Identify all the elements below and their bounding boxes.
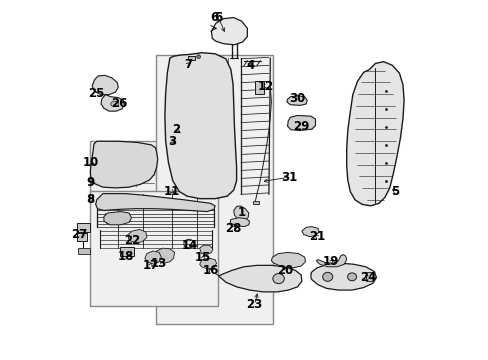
Polygon shape bbox=[301, 226, 319, 237]
Polygon shape bbox=[287, 116, 315, 131]
Text: 6: 6 bbox=[214, 12, 223, 24]
Polygon shape bbox=[104, 212, 131, 225]
Ellipse shape bbox=[272, 274, 284, 284]
Polygon shape bbox=[346, 62, 403, 206]
Polygon shape bbox=[218, 265, 301, 292]
Ellipse shape bbox=[110, 101, 119, 107]
Polygon shape bbox=[271, 252, 305, 268]
Text: 19: 19 bbox=[323, 255, 339, 268]
Bar bbox=[155, 55, 273, 324]
Text: 31: 31 bbox=[281, 171, 297, 184]
Text: 10: 10 bbox=[83, 156, 99, 169]
Polygon shape bbox=[310, 263, 376, 290]
Polygon shape bbox=[154, 248, 174, 263]
Polygon shape bbox=[286, 96, 306, 105]
Text: 4: 4 bbox=[246, 59, 255, 72]
Text: 21: 21 bbox=[308, 230, 325, 243]
Text: 23: 23 bbox=[246, 298, 262, 311]
Text: 26: 26 bbox=[111, 98, 128, 111]
Text: 1: 1 bbox=[238, 207, 245, 220]
Polygon shape bbox=[230, 218, 249, 226]
Polygon shape bbox=[316, 255, 346, 267]
Text: 12: 12 bbox=[257, 80, 274, 93]
Polygon shape bbox=[211, 18, 247, 45]
Text: 29: 29 bbox=[292, 121, 309, 134]
Bar bbox=[120, 247, 134, 256]
Polygon shape bbox=[164, 53, 236, 199]
Bar bbox=[187, 55, 195, 60]
Bar bbox=[253, 201, 258, 204]
Text: 28: 28 bbox=[224, 222, 241, 235]
Bar bbox=[89, 141, 158, 195]
Polygon shape bbox=[128, 229, 147, 243]
Ellipse shape bbox=[322, 273, 332, 281]
Bar bbox=[255, 81, 264, 94]
Text: 8: 8 bbox=[86, 193, 94, 206]
Polygon shape bbox=[90, 141, 158, 188]
Text: 7: 7 bbox=[183, 58, 191, 71]
Text: 25: 25 bbox=[88, 87, 105, 100]
Bar bbox=[366, 272, 372, 281]
Text: 3: 3 bbox=[168, 135, 176, 148]
Bar bbox=[77, 223, 90, 232]
Text: 17: 17 bbox=[142, 259, 158, 272]
Bar bbox=[89, 192, 217, 306]
Polygon shape bbox=[101, 95, 124, 111]
Text: 15: 15 bbox=[195, 251, 211, 264]
Polygon shape bbox=[199, 245, 212, 255]
Text: 30: 30 bbox=[289, 92, 305, 105]
Text: 13: 13 bbox=[151, 257, 167, 270]
Text: 22: 22 bbox=[124, 234, 141, 247]
Polygon shape bbox=[92, 75, 118, 95]
Text: 20: 20 bbox=[277, 264, 293, 277]
Text: 9: 9 bbox=[86, 176, 94, 189]
Text: 24: 24 bbox=[359, 271, 376, 284]
Text: 14: 14 bbox=[182, 239, 198, 252]
Text: 27: 27 bbox=[71, 228, 87, 241]
Text: 5: 5 bbox=[390, 185, 398, 198]
Text: 11: 11 bbox=[163, 185, 180, 198]
Text: 16: 16 bbox=[202, 264, 218, 277]
Ellipse shape bbox=[196, 55, 200, 58]
Text: 6: 6 bbox=[210, 12, 218, 24]
Bar bbox=[78, 248, 90, 253]
Polygon shape bbox=[96, 194, 215, 212]
Text: 18: 18 bbox=[117, 249, 133, 262]
Bar bbox=[77, 233, 87, 241]
Polygon shape bbox=[144, 251, 161, 264]
Polygon shape bbox=[233, 206, 248, 220]
Polygon shape bbox=[199, 258, 216, 269]
Text: 2: 2 bbox=[172, 123, 180, 136]
Ellipse shape bbox=[347, 273, 356, 281]
